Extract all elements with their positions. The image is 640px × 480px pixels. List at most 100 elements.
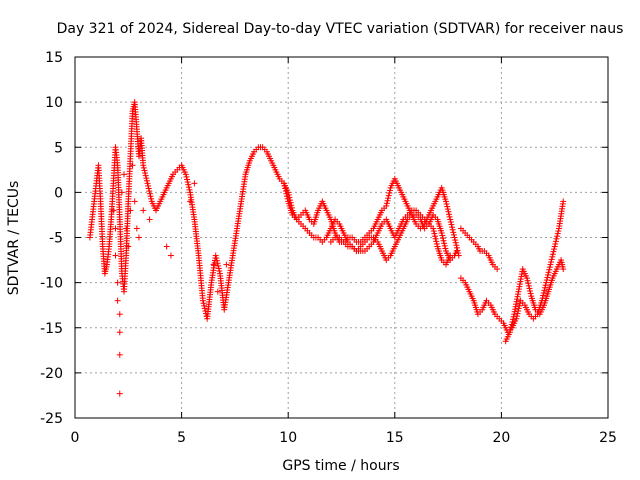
data-point	[283, 190, 290, 197]
data-point	[552, 240, 559, 247]
data-point	[448, 221, 455, 228]
data-point	[430, 228, 437, 235]
data-point	[545, 269, 552, 276]
data-point	[508, 324, 515, 331]
data-point	[560, 266, 567, 273]
y-tick-label: -10	[40, 276, 63, 292]
data-point	[552, 238, 559, 245]
x-tick-label: 10	[279, 430, 297, 446]
data-point	[215, 265, 222, 272]
data-point	[510, 313, 517, 320]
data-point	[515, 307, 522, 314]
data-point	[439, 232, 446, 239]
data-point	[442, 245, 449, 252]
y-tick-label: 5	[54, 140, 63, 156]
data-point	[125, 243, 132, 250]
data-point	[446, 213, 453, 220]
y-tick-label: -5	[49, 231, 63, 247]
data-point	[214, 260, 221, 267]
x-tick-label: 5	[177, 430, 186, 446]
data-point	[201, 302, 208, 309]
data-point	[548, 256, 555, 263]
data-point	[140, 207, 147, 214]
data-point	[383, 200, 390, 207]
data-point	[544, 271, 551, 278]
data-point	[184, 176, 191, 183]
data-point	[541, 287, 548, 294]
data-point	[450, 231, 457, 238]
data-point	[450, 229, 457, 236]
data-point	[430, 225, 437, 232]
data-point	[441, 240, 448, 247]
data-point	[223, 261, 230, 268]
data-point	[282, 188, 289, 195]
data-point	[386, 187, 393, 194]
data-point	[516, 302, 523, 309]
data-point	[453, 242, 460, 249]
data-point	[432, 235, 439, 242]
data-point	[509, 318, 516, 325]
data-point	[142, 172, 149, 179]
data-point	[540, 292, 547, 299]
data-point	[554, 233, 561, 240]
data-point	[212, 252, 219, 259]
data-point	[453, 248, 460, 255]
data-point	[383, 202, 390, 209]
data-point	[547, 261, 554, 268]
data-point	[145, 182, 152, 189]
data-point	[527, 288, 534, 295]
data-point	[146, 190, 153, 197]
data-point	[121, 171, 128, 178]
x-tick-label: 15	[386, 430, 404, 446]
data-point	[553, 235, 560, 242]
data-point	[146, 188, 153, 195]
data-point	[191, 180, 198, 187]
data-point	[114, 279, 121, 286]
data-point	[541, 284, 548, 291]
data-point	[185, 184, 192, 191]
data-point	[523, 275, 530, 282]
data-point	[185, 181, 192, 188]
data-point	[199, 297, 206, 304]
x-tick-label: 0	[71, 430, 80, 446]
data-point	[167, 252, 174, 259]
data-point	[432, 233, 439, 240]
data-point	[508, 321, 515, 328]
data-point	[438, 229, 445, 236]
data-point	[140, 164, 147, 171]
data-point	[527, 290, 534, 297]
axis-ticks: 0 5 10 15 20 25 -25 -20 -15 -10 -5 0 5 10 15	[40, 50, 617, 446]
data-point	[280, 180, 287, 187]
data-point	[554, 230, 561, 237]
data-point	[186, 186, 193, 193]
data-point	[143, 175, 150, 182]
data-point	[525, 282, 532, 289]
data-point	[215, 262, 222, 269]
data-point	[135, 234, 142, 241]
data-point	[515, 305, 522, 312]
data-point	[540, 289, 547, 296]
data-point	[549, 253, 556, 260]
data-point	[551, 246, 558, 253]
data-point	[449, 226, 456, 233]
data-point	[550, 248, 557, 255]
data-point	[213, 257, 220, 264]
data-point	[110, 207, 117, 214]
data-point	[444, 206, 451, 213]
y-axis-label: SDTVAR / TECUs	[6, 181, 22, 296]
data-point	[560, 198, 567, 205]
data-point	[433, 240, 440, 247]
data-point	[184, 179, 191, 186]
data-point	[384, 197, 391, 204]
data-point	[551, 243, 558, 250]
chart-title: Day 321 of 2024, Sidereal Day-to-day VTE…	[57, 21, 624, 37]
data-point	[116, 311, 123, 318]
data-point	[216, 268, 223, 275]
data-point	[433, 238, 440, 245]
data-point	[143, 177, 150, 184]
data-point	[182, 171, 189, 178]
data-point	[118, 189, 125, 196]
data-point	[123, 225, 130, 232]
data-point	[546, 264, 553, 271]
data-point	[116, 390, 123, 397]
